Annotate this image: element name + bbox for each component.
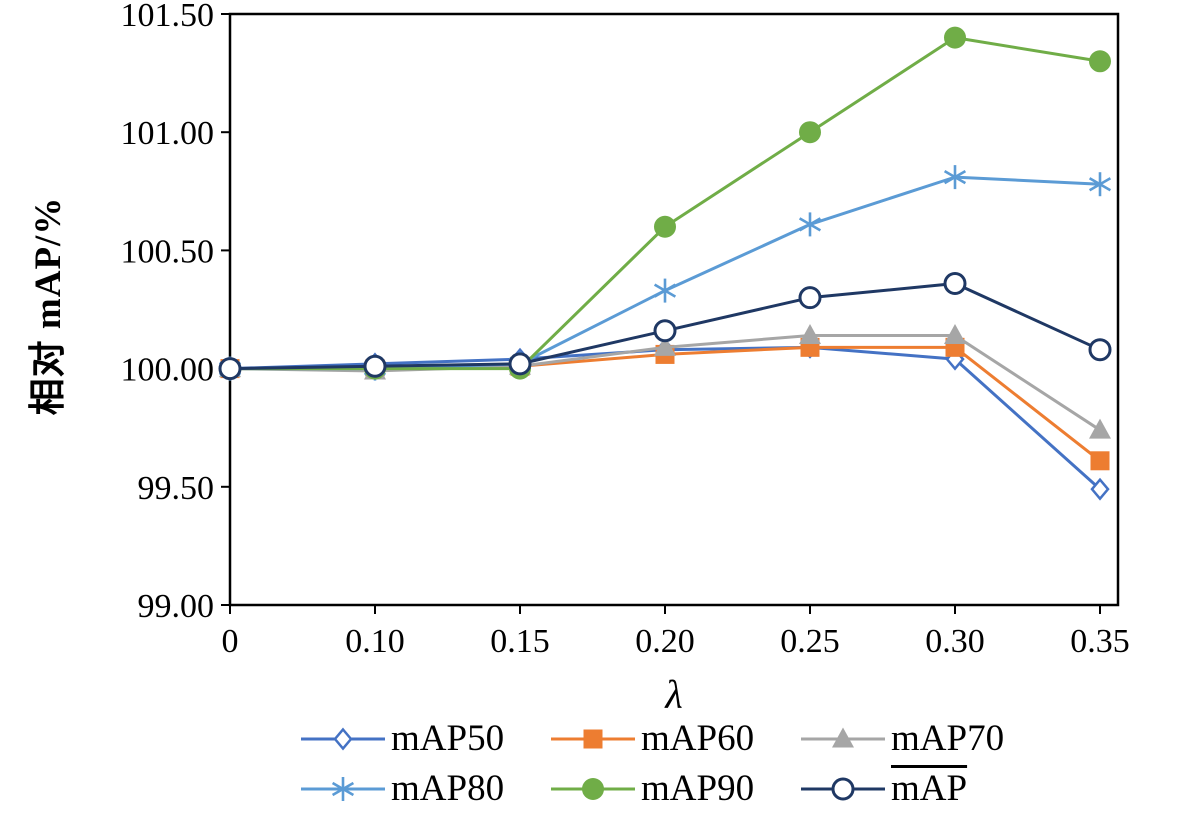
y-axis-title: 相对 mAP/% [28,196,69,416]
y-tick-label: 101.00 [121,115,215,152]
legend-row-2: mAP80 mAP90 mAP [299,766,1049,812]
y-tick-label: 100.00 [121,352,215,389]
y-tick-label: 99.00 [138,588,215,625]
y-axis: 99.00 99.50 100.00 100.50 101.00 101.50 [121,0,230,625]
legend-label-map90: mAP90 [641,768,755,809]
legend-label-map60: mAP60 [641,718,755,759]
x-tick-label: 0 [222,623,239,660]
y-tick-label: 99.50 [138,470,215,507]
x-tick-label: 0.20 [635,623,695,660]
legend-item-map50: mAP50 [299,716,504,762]
legend-item-map60: mAP60 [549,716,754,762]
x-tick-label: 0.35 [1070,623,1130,660]
legend-glyph-map80 [301,777,385,801]
x-axis-title: λ [665,671,683,717]
chart-legend: mAP50 mAP60 mAP70 mAP80 mAP90 mAP [230,716,1118,812]
legend-label-map50: mAP50 [391,718,505,759]
legend-glyph-map50 [301,727,385,751]
series-mAP [218,271,1112,381]
y-tick-label: 100.50 [121,233,215,270]
legend-item-map80: mAP80 [299,766,504,812]
x-tick-label: 0.30 [925,623,985,660]
legend-glyph-map-mean [801,777,885,801]
x-tick-label: 0.10 [345,623,405,660]
x-axis: 0 0.10 0.15 0.20 0.25 0.30 0.35 [222,605,1130,660]
legend-label-map80: mAP80 [391,768,505,809]
legend-glyph-map70 [801,727,885,748]
series-mAP60 [220,337,1110,471]
legend-item-map-mean: mAP [799,766,967,812]
legend-glyph-map60 [551,729,635,749]
x-tick-label: 0.15 [490,623,550,660]
legend-item-map70: mAP70 [799,716,1004,762]
legend-label-map70: mAP70 [891,718,1005,759]
legend-item-map90: mAP90 [549,766,754,812]
legend-glyph-map90 [551,778,635,800]
legend-label-map-mean: mAP [891,768,968,809]
y-tick-label: 101.50 [121,0,215,34]
legend-row-1: mAP50 mAP60 mAP70 [299,716,1049,762]
x-tick-label: 0.25 [780,623,840,660]
plot-frame [228,12,1120,607]
